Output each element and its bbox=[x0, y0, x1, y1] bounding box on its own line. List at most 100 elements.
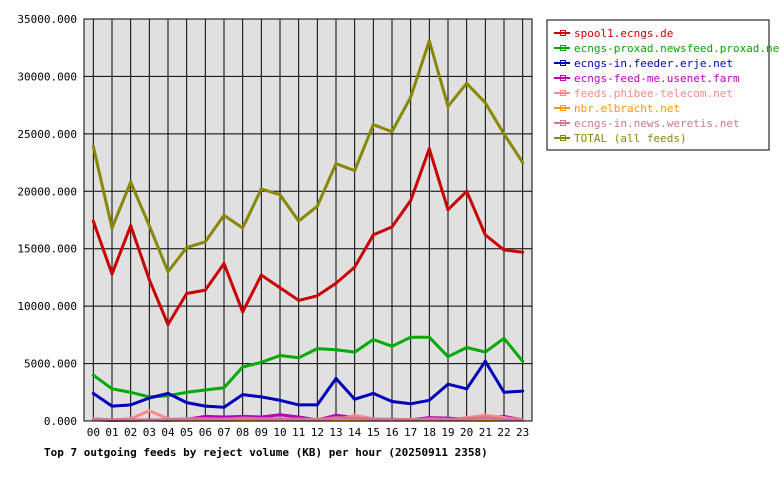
x-tick-label: 18 bbox=[423, 426, 436, 439]
data-point bbox=[241, 310, 244, 313]
data-point bbox=[447, 383, 450, 386]
data-point bbox=[129, 403, 132, 406]
data-point bbox=[409, 199, 412, 202]
data-point bbox=[391, 345, 394, 348]
data-point bbox=[335, 377, 338, 380]
data-point bbox=[111, 227, 114, 230]
data-point bbox=[447, 208, 450, 211]
data-point bbox=[335, 282, 338, 285]
data-point bbox=[484, 101, 487, 104]
data-point bbox=[129, 181, 132, 184]
data-point bbox=[428, 417, 431, 420]
y-axis-ticks: 0.000 5000.000 10000.000 15000.000 20000.000… bbox=[17, 13, 77, 428]
data-point bbox=[391, 130, 394, 133]
data-point bbox=[391, 400, 394, 403]
data-point bbox=[428, 39, 431, 42]
chart-title: Top 7 outgoing feeds by reject volume (K… bbox=[44, 446, 488, 459]
data-point bbox=[279, 286, 282, 289]
data-point bbox=[129, 391, 132, 394]
data-point bbox=[503, 337, 506, 340]
data-point bbox=[409, 96, 412, 99]
legend-label: nbr.elbracht.net bbox=[574, 102, 680, 115]
data-point bbox=[297, 403, 300, 406]
data-point bbox=[260, 395, 263, 398]
data-point bbox=[335, 162, 338, 165]
data-point bbox=[279, 193, 282, 196]
x-tick-label: 14 bbox=[348, 426, 362, 439]
y-tick-label: 20000.000 bbox=[17, 185, 77, 198]
data-point bbox=[148, 224, 151, 227]
data-point bbox=[353, 351, 356, 354]
y-tick-label: 30000.000 bbox=[17, 70, 77, 83]
data-point bbox=[409, 336, 412, 339]
data-point bbox=[241, 417, 244, 420]
data-point bbox=[391, 418, 394, 421]
x-tick-label: 01 bbox=[105, 426, 118, 439]
x-tick-label: 09 bbox=[255, 426, 268, 439]
data-point bbox=[316, 205, 319, 208]
data-point bbox=[148, 397, 151, 400]
data-point bbox=[521, 251, 524, 254]
x-tick-label: 17 bbox=[404, 426, 417, 439]
data-point bbox=[241, 393, 244, 396]
data-point bbox=[409, 402, 412, 405]
x-tick-label: 21 bbox=[479, 426, 492, 439]
data-point bbox=[148, 278, 151, 281]
x-tick-label: 08 bbox=[236, 426, 249, 439]
data-point bbox=[148, 409, 151, 412]
data-point bbox=[353, 266, 356, 269]
data-point bbox=[185, 292, 188, 295]
data-point bbox=[447, 355, 450, 358]
data-point bbox=[279, 413, 282, 416]
data-point bbox=[167, 270, 170, 273]
data-point bbox=[297, 299, 300, 302]
data-point bbox=[428, 147, 431, 150]
data-point bbox=[223, 386, 226, 389]
y-tick-label: 10000.000 bbox=[17, 300, 77, 313]
data-point bbox=[316, 294, 319, 297]
x-tick-label: 10 bbox=[273, 426, 286, 439]
data-point bbox=[391, 225, 394, 228]
data-point bbox=[316, 403, 319, 406]
legend-label: ecngs-feed-me.usenet.farm bbox=[574, 72, 740, 85]
data-point bbox=[316, 347, 319, 350]
x-tick-label: 02 bbox=[124, 426, 137, 439]
data-point bbox=[484, 351, 487, 354]
legend: spool1.ecngs.deecngs-proxad.newsfeed.pro… bbox=[547, 20, 780, 150]
data-point bbox=[92, 220, 95, 223]
x-tick-label: 06 bbox=[199, 426, 212, 439]
legend-label: TOTAL (all feeds) bbox=[574, 132, 687, 145]
data-point bbox=[297, 418, 300, 421]
data-point bbox=[279, 399, 282, 402]
y-tick-label: 5000.000 bbox=[24, 358, 77, 371]
x-tick-label: 23 bbox=[516, 426, 529, 439]
y-tick-label: 0.000 bbox=[44, 415, 77, 428]
data-point bbox=[372, 123, 375, 126]
data-point bbox=[503, 418, 506, 421]
data-point bbox=[297, 220, 300, 223]
data-point bbox=[521, 161, 524, 164]
data-point bbox=[353, 169, 356, 172]
data-point bbox=[241, 227, 244, 230]
data-point bbox=[260, 188, 263, 191]
x-tick-label: 15 bbox=[367, 426, 380, 439]
x-tick-label: 13 bbox=[329, 426, 342, 439]
x-tick-label: 07 bbox=[217, 426, 230, 439]
legend-label: ecngs-in.feeder.erje.net bbox=[574, 57, 733, 70]
data-point bbox=[428, 399, 431, 402]
data-point bbox=[465, 82, 468, 85]
y-tick-label: 15000.000 bbox=[17, 243, 77, 256]
data-point bbox=[260, 417, 263, 420]
x-tick-label: 19 bbox=[441, 426, 454, 439]
data-point bbox=[111, 387, 114, 390]
legend-label: ecngs-in.news.weretis.net bbox=[574, 117, 740, 130]
data-point bbox=[223, 406, 226, 409]
x-tick-label: 12 bbox=[311, 426, 324, 439]
y-tick-label: 35000.000 bbox=[17, 13, 77, 26]
data-point bbox=[465, 387, 468, 390]
data-point bbox=[111, 405, 114, 408]
data-point bbox=[92, 418, 95, 421]
